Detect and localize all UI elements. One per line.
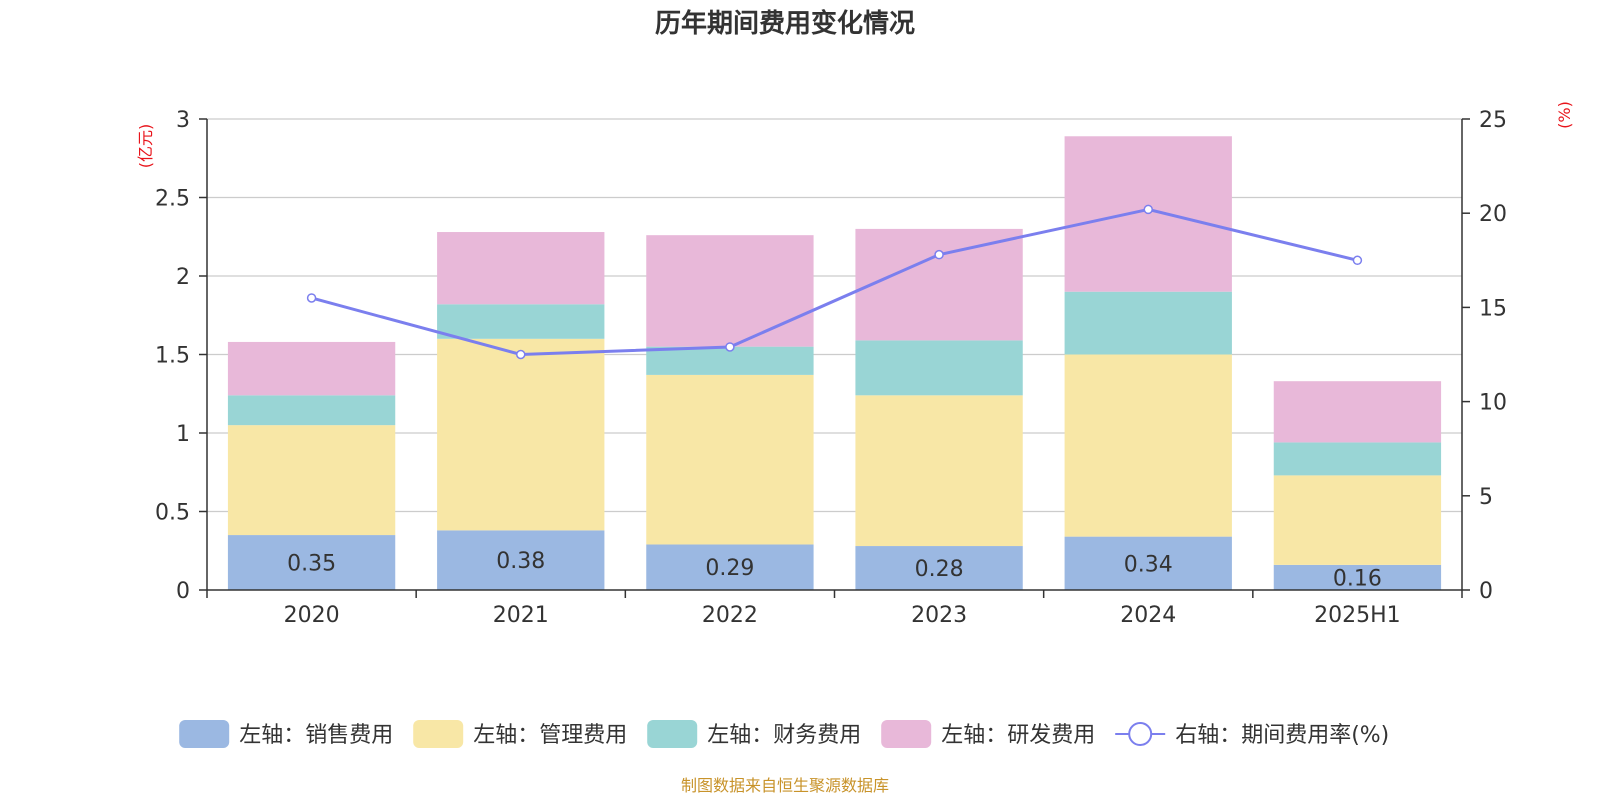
bar-segment	[855, 228, 1023, 341]
source-note: 制图数据来自恒生聚源数据库	[681, 776, 889, 795]
bar-segment	[227, 535, 396, 590]
right-axis-tick-label: 5	[1479, 485, 1493, 510]
rate-point	[934, 249, 944, 260]
rate-point	[725, 342, 735, 352]
legend-label: 左轴：财务费用	[707, 723, 861, 748]
bars-layer	[227, 136, 1442, 590]
rate-line	[311, 207, 1358, 357]
bar-segment	[437, 232, 605, 305]
bar-segment	[227, 425, 396, 536]
rate-point	[516, 349, 526, 360]
x-axis-tick-label: 2024	[1120, 603, 1176, 628]
legend-label: 左轴：销售费用	[239, 723, 393, 748]
bar-segment	[1064, 291, 1232, 355]
bar-segment	[1273, 475, 1442, 565]
bar-data-label: 0.38	[496, 549, 545, 574]
left-axis-tick-label: 0	[176, 579, 190, 604]
left-axis-tick-label: 1.5	[155, 344, 190, 369]
x-axis-tick-label: 2023	[911, 603, 967, 628]
legend-marker	[1128, 722, 1153, 746]
bar-segment	[437, 530, 605, 590]
left-axis-unit-label: (亿元)	[136, 124, 155, 169]
x-axis-tick-label: 2020	[284, 603, 340, 628]
grid-layer	[207, 118, 1462, 513]
x-axis-tick-label: 2022	[702, 603, 758, 628]
legend-swatch	[413, 720, 464, 748]
bar-segment	[227, 395, 396, 426]
bar-segment	[437, 338, 605, 531]
right-axis-tick-label: 20	[1479, 202, 1507, 227]
legend-label: 左轴：研发费用	[941, 723, 1095, 748]
legend-swatch	[881, 720, 932, 748]
right-axis-tick-label: 25	[1479, 108, 1507, 133]
bar-data-label: 0.29	[705, 556, 754, 581]
bar-segment	[646, 235, 814, 347]
bar-data-label: 0.28	[915, 557, 964, 582]
bar-data-label: 0.35	[287, 552, 336, 577]
rate-point	[1352, 255, 1363, 266]
legend-label: 左轴：管理费用	[473, 723, 627, 748]
legend-swatch	[647, 720, 698, 748]
bar-segment	[646, 544, 814, 590]
bar-segment	[855, 395, 1023, 547]
bar-data-label: 0.34	[1124, 552, 1173, 577]
bar-segment	[437, 304, 605, 339]
right-axis-unit-label: (%)	[1555, 101, 1574, 129]
left-axis-tick-label: 2	[176, 265, 190, 290]
bar-segment	[1064, 536, 1232, 590]
bar-segment	[1273, 564, 1442, 590]
bar-segment	[855, 546, 1023, 590]
bar-segment	[646, 374, 814, 545]
bar-segment	[855, 340, 1023, 396]
x-axis-tick-label: 2021	[493, 603, 549, 628]
left-axis-tick-label: 3	[176, 108, 190, 133]
rate-point	[306, 293, 317, 303]
legend-swatch	[179, 720, 230, 748]
x-axis-tick-label: 2025H1	[1314, 603, 1401, 628]
bar-segment	[1273, 442, 1442, 476]
right-axis-tick-label: 0	[1479, 579, 1493, 604]
axes-layer: 0 0.5 1 1.5 2 2.5 3 0 5 10 15 20 25 2020 2021 2022 2023 2…	[155, 108, 1507, 628]
right-axis-tick-label: 15	[1479, 296, 1507, 321]
bar-segment	[1273, 381, 1442, 443]
legend-label: 右轴：期间费用率(%)	[1175, 723, 1389, 748]
left-axis-tick-label: 0.5	[155, 501, 190, 526]
bar-data-label: 0.16	[1333, 566, 1382, 591]
data-labels-layer: 0.35 0.38 0.29 0.28 0.34 0.16	[287, 549, 1382, 591]
left-axis-tick-label: 2.5	[155, 187, 190, 212]
rate-point	[1143, 204, 1153, 215]
bar-segment	[1064, 354, 1232, 537]
bar-segment	[227, 341, 396, 396]
line-layer	[306, 204, 1363, 360]
right-axis-tick-label: 10	[1479, 391, 1507, 416]
legend: 左轴：销售费用 左轴：管理费用 左轴：财务费用 左轴：研发费用 右轴：期间费用率(%)	[179, 720, 1389, 748]
left-axis-tick-label: 1	[176, 422, 190, 447]
chart-title: 历年期间费用变化情况	[655, 8, 915, 39]
